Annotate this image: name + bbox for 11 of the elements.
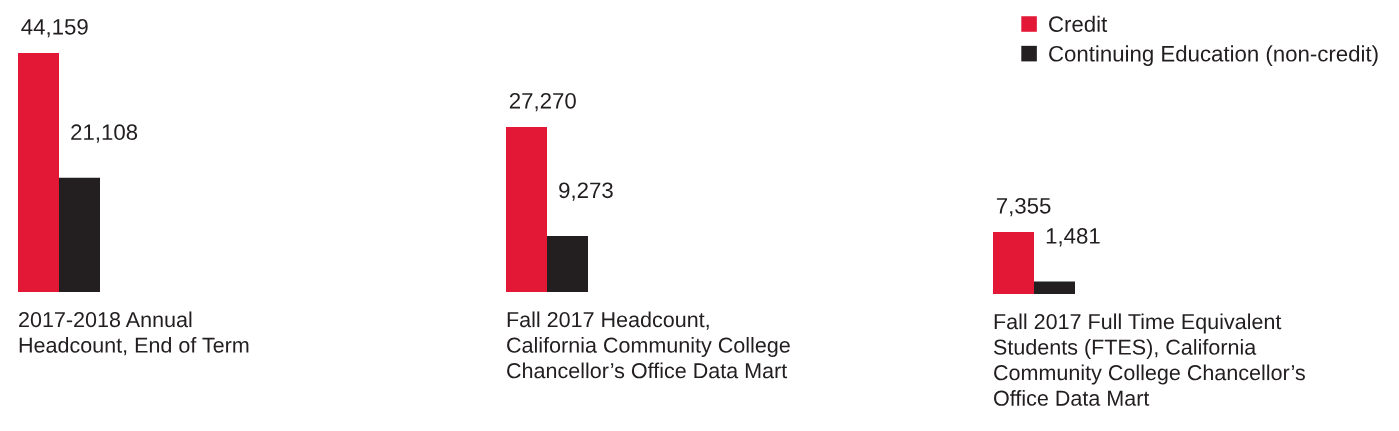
data-label: 1,481 [1046,228,1100,247]
data-label: 21,108 [71,124,138,143]
legend-label: Credit [1049,15,1108,33]
data-label: 44,159 [21,18,88,38]
x-axis-title: Fall 2017 Full Time Equivalent Students (FTES), California Community College Chancellor’s Office Data Mart [993,313,1305,406]
data-label: 9,273 [559,182,613,201]
x-axis-title: Fall 2017 Headcount, California Community College Chancellor’s Office Data Mart [507,311,790,379]
x-axis-title: 2017-2018 Annual Headcount, End of Term [19,311,249,356]
data-label: 27,270 [509,92,576,112]
data-label: 7,355 [996,197,1051,217]
legend-label: Continuing Education (non-credit) [1049,45,1378,67]
